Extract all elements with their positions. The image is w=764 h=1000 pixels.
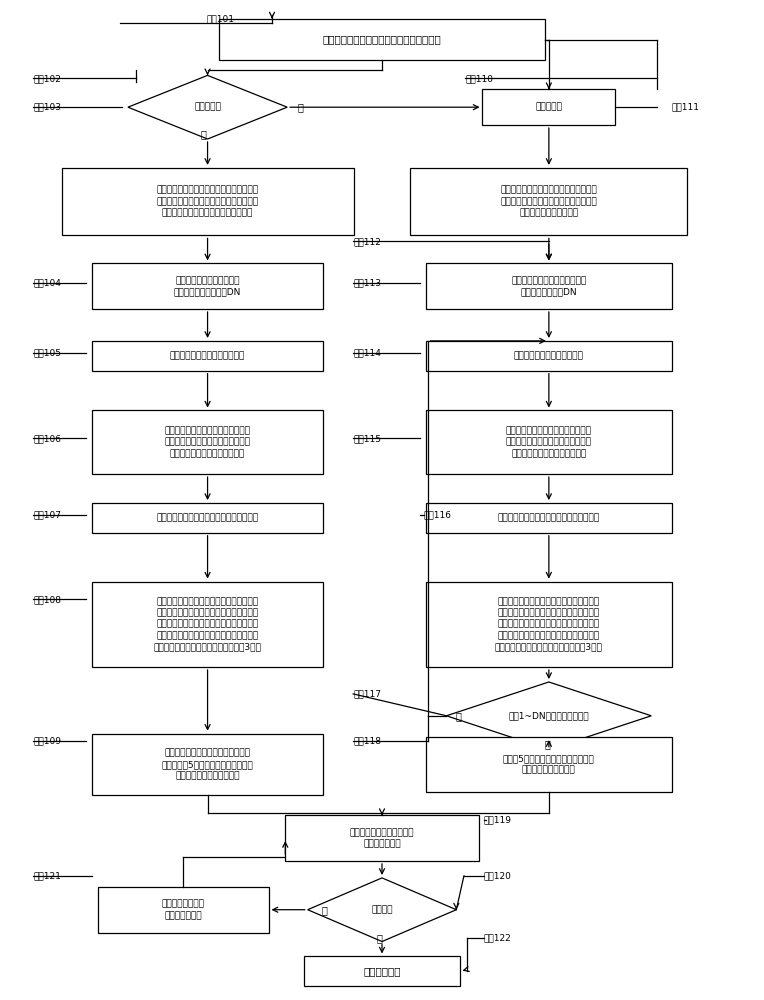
- Text: 步骤102: 步骤102: [33, 74, 61, 83]
- FancyBboxPatch shape: [426, 263, 672, 309]
- Text: 步骤108: 步骤108: [33, 595, 61, 604]
- FancyBboxPatch shape: [304, 956, 460, 986]
- Text: 否: 否: [322, 905, 327, 915]
- FancyBboxPatch shape: [285, 815, 479, 861]
- Text: 步骤116: 步骤116: [424, 510, 452, 519]
- FancyBboxPatch shape: [426, 582, 672, 667]
- Text: 步骤115: 步骤115: [353, 434, 381, 443]
- Text: 步骤107: 步骤107: [33, 510, 61, 519]
- Text: 步骤113: 步骤113: [353, 279, 381, 288]
- Text: 在管道起始端、终止端以及光缆应布
设管道线路经过的闸门两侧，管内耐
油铠装光缆两端出口的位置打孔: 在管道起始端、终止端以及光缆应布 设管道线路经过的闸门两侧，管内耐 油铠装光缆两…: [164, 426, 251, 458]
- Text: 步骤103: 步骤103: [33, 103, 61, 112]
- Text: 在管道起始端、终止端以及光缆应布
设管道线路经过的闸门两侧，管内耐
油铠装光缆两端出口的位置打孔: 在管道起始端、终止端以及光缆应布 设管道线路经过的闸门两侧，管内耐 油铠装光缆两…: [506, 426, 592, 458]
- Text: 沿着新管线铺设路径进行现场勘察，根据
新管线施工计划做好系统的工程设计和施
工计划，准备好所需材料: 沿着新管线铺设路径进行现场勘察，根据 新管线施工计划做好系统的工程设计和施 工计…: [500, 186, 597, 218]
- FancyBboxPatch shape: [426, 341, 672, 371]
- FancyBboxPatch shape: [92, 734, 323, 795]
- Text: 步骤112: 步骤112: [353, 237, 381, 246]
- Text: 按照管道闸门数量队管道进
行分段，确定分段数量DN: 按照管道闸门数量队管道进 行分段，确定分段数量DN: [174, 276, 241, 296]
- Text: 步骤106: 步骤106: [33, 434, 61, 443]
- Text: 等待整段管道翻新维护排空管道: 等待整段管道翻新维护排空管道: [170, 351, 245, 360]
- FancyBboxPatch shape: [98, 887, 269, 933]
- Text: 是: 是: [201, 129, 207, 139]
- Text: 新管道建设: 新管道建设: [536, 103, 562, 112]
- Text: 通过连续杆牵引分段布设管内耐油铠装光缆: 通过连续杆牵引分段布设管内耐油铠装光缆: [157, 513, 259, 522]
- Text: 否: 否: [297, 102, 303, 112]
- Text: 测试成功: 测试成功: [371, 905, 393, 914]
- Polygon shape: [446, 682, 651, 750]
- Text: 步骤120: 步骤120: [484, 871, 512, 880]
- Text: 否: 否: [455, 711, 461, 721]
- Text: 步骤109: 步骤109: [33, 736, 61, 745]
- Text: 沿着旧管线铺设路径进行现场勘察，对管线
目前状况及周围环境等做详细的调研，做好
工程设计和施工计划，准备好所需材料: 沿着旧管线铺设路径进行现场勘察，对管线 目前状况及周围环境等做详细的调研，做好 …: [157, 186, 259, 218]
- Text: 在每个管内耐油铠装光缆出口打孔位置处，
待耐高压开孔短接光纤法兰套件与管内耐油
铠装光缆两端的水密光缆连接器连接好，将
耐高压开孔短接光纤法兰套件从光缆出口打
: 在每个管内耐油铠装光缆出口打孔位置处， 待耐高压开孔短接光纤法兰套件与管内耐油 …: [495, 597, 603, 652]
- Text: 步骤122: 步骤122: [484, 933, 511, 942]
- Text: 按照管道闸门数量队管道进行分
段，确定分段数量DN: 按照管道闸门数量队管道进行分 段，确定分段数量DN: [511, 276, 587, 296]
- Text: 步骤118: 步骤118: [353, 736, 381, 745]
- Text: 步骤117: 步骤117: [353, 689, 381, 698]
- FancyBboxPatch shape: [92, 263, 323, 309]
- FancyBboxPatch shape: [92, 410, 323, 474]
- FancyBboxPatch shape: [483, 89, 615, 125]
- Text: 旧管道改造: 旧管道改造: [194, 103, 221, 112]
- FancyBboxPatch shape: [426, 503, 672, 533]
- FancyBboxPatch shape: [426, 410, 672, 474]
- Text: 确定被测管道是旧管道改造还是新管道建设: 确定被测管道是旧管道改造还是新管道建设: [322, 35, 442, 45]
- Text: 步骤110: 步骤110: [465, 74, 494, 83]
- FancyBboxPatch shape: [62, 168, 354, 235]
- FancyBboxPatch shape: [92, 582, 323, 667]
- Text: 通过连续杆牵引分段布设管内耐油铠装光缆: 通过连续杆牵引分段布设管内耐油铠装光缆: [498, 513, 600, 522]
- Polygon shape: [308, 878, 456, 942]
- Text: 步骤111: 步骤111: [672, 103, 700, 112]
- Text: 步骤104: 步骤104: [33, 279, 61, 288]
- Text: 步骤105: 步骤105: [33, 348, 61, 357]
- Text: 等待当前分段的新管道布设好: 等待当前分段的新管道布设好: [514, 351, 584, 360]
- Text: 是: 是: [376, 934, 382, 944]
- FancyBboxPatch shape: [92, 503, 323, 533]
- Text: 步骤114: 步骤114: [353, 348, 381, 357]
- Text: 是: 是: [545, 740, 550, 750]
- Text: 通过（5）光缆跳线将各段管道连接并
接入管道状态监测系统: 通过（5）光缆跳线将各段管道连接并 接入管道状态监测系统: [503, 754, 594, 775]
- Polygon shape: [128, 75, 287, 139]
- Text: 待需要布设管内光缆的管道布设完毕
后，通过（5）光缆跳线将各段管道连
接并接入管道状态监测系统: 待需要布设管内光缆的管道布设完毕 后，通过（5）光缆跳线将各段管道连 接并接入管…: [162, 749, 254, 780]
- FancyBboxPatch shape: [426, 737, 672, 792]
- Text: 步骤101: 步骤101: [206, 14, 234, 23]
- Text: 依次检查全部光缆
线路，排查问题: 依次检查全部光缆 线路，排查问题: [162, 899, 205, 920]
- Text: 是否1~DN分段全部布设完毕: 是否1~DN分段全部布设完毕: [509, 711, 589, 720]
- Text: 步骤119: 步骤119: [484, 816, 512, 825]
- Text: 完成收尾工作: 完成收尾工作: [363, 966, 401, 976]
- FancyBboxPatch shape: [410, 168, 688, 235]
- Text: 在每个管内耐油铠装光缆出口打孔位置处，
待耐高压开孔短接光纤法兰套件与管内耐油
铠装光缆两端的水密光缆连接器连接好，将
耐高压开孔短接光纤法兰套件从光缆出口打
: 在每个管内耐油铠装光缆出口打孔位置处， 待耐高压开孔短接光纤法兰套件与管内耐油 …: [154, 597, 261, 652]
- Text: 通过管道状态监测系统对管
内光缆进行测试: 通过管道状态监测系统对管 内光缆进行测试: [350, 828, 414, 848]
- FancyBboxPatch shape: [92, 341, 323, 371]
- Text: 步骤121: 步骤121: [33, 871, 61, 880]
- FancyBboxPatch shape: [219, 19, 545, 60]
